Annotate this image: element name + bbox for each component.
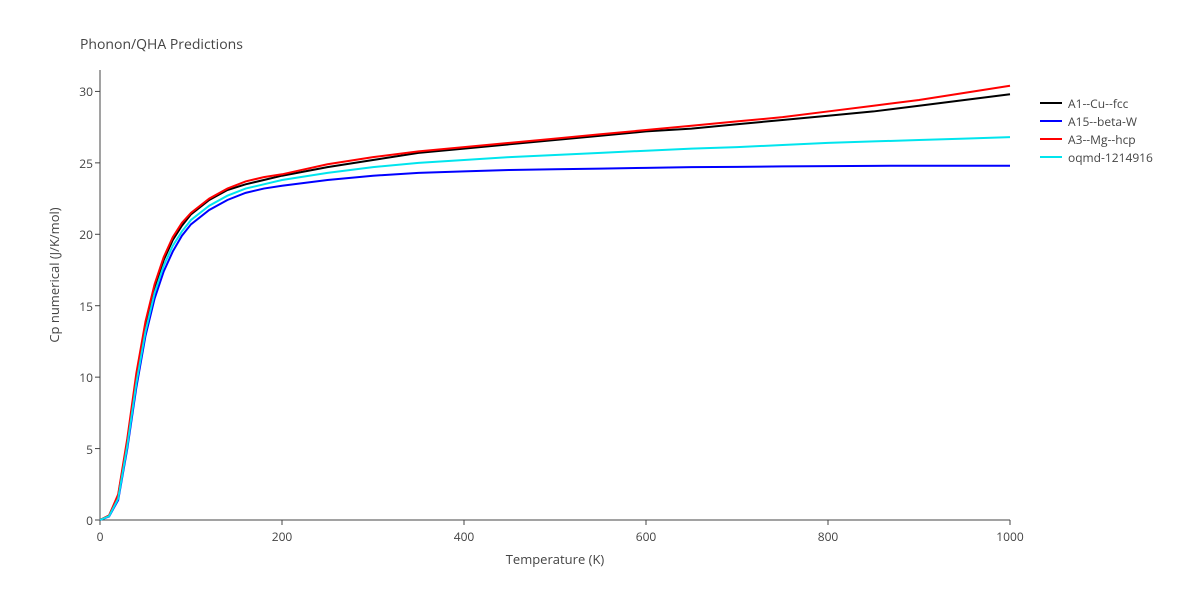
x-tick-label: 1000 — [995, 528, 1025, 545]
legend-swatch — [1040, 120, 1062, 122]
x-axis-label: Temperature (K) — [495, 550, 615, 568]
x-tick-label: 200 — [267, 528, 297, 545]
series-line — [100, 166, 1010, 520]
legend-item[interactable]: A1--Cu--fcc — [1040, 95, 1153, 111]
series-line — [100, 137, 1010, 520]
y-axis-label: Cp numerical (J/K/mol) — [45, 175, 63, 375]
y-tick-label: 10 — [65, 369, 93, 386]
x-tick-label: 400 — [449, 528, 479, 545]
y-tick-label: 5 — [65, 441, 93, 458]
x-tick-label: 600 — [631, 528, 661, 545]
x-tick-label: 800 — [813, 528, 843, 545]
legend-swatch — [1040, 156, 1062, 158]
legend: A1--Cu--fccA15--beta-WA3--Mg--hcpoqmd-12… — [1040, 95, 1153, 167]
plot-area — [90, 60, 1020, 530]
legend-item[interactable]: oqmd-1214916 — [1040, 149, 1153, 165]
legend-label: A1--Cu--fcc — [1068, 95, 1128, 112]
y-tick-label: 25 — [65, 155, 93, 172]
y-tick-label: 15 — [65, 298, 93, 315]
legend-label: A3--Mg--hcp — [1068, 131, 1136, 148]
legend-swatch — [1040, 102, 1062, 104]
series-line — [100, 86, 1010, 520]
legend-label: oqmd-1214916 — [1068, 149, 1153, 166]
x-tick-label: 0 — [85, 528, 115, 545]
legend-item[interactable]: A15--beta-W — [1040, 113, 1153, 129]
y-tick-label: 0 — [65, 512, 93, 529]
y-tick-label: 30 — [65, 83, 93, 100]
legend-swatch — [1040, 138, 1062, 140]
chart-container: { "chart": { "type": "line", "title": "P… — [0, 0, 1200, 600]
chart-title: Phonon/QHA Predictions — [80, 35, 243, 54]
legend-label: A15--beta-W — [1068, 113, 1137, 130]
series-line — [100, 94, 1010, 520]
legend-item[interactable]: A3--Mg--hcp — [1040, 131, 1153, 147]
y-tick-label: 20 — [65, 226, 93, 243]
